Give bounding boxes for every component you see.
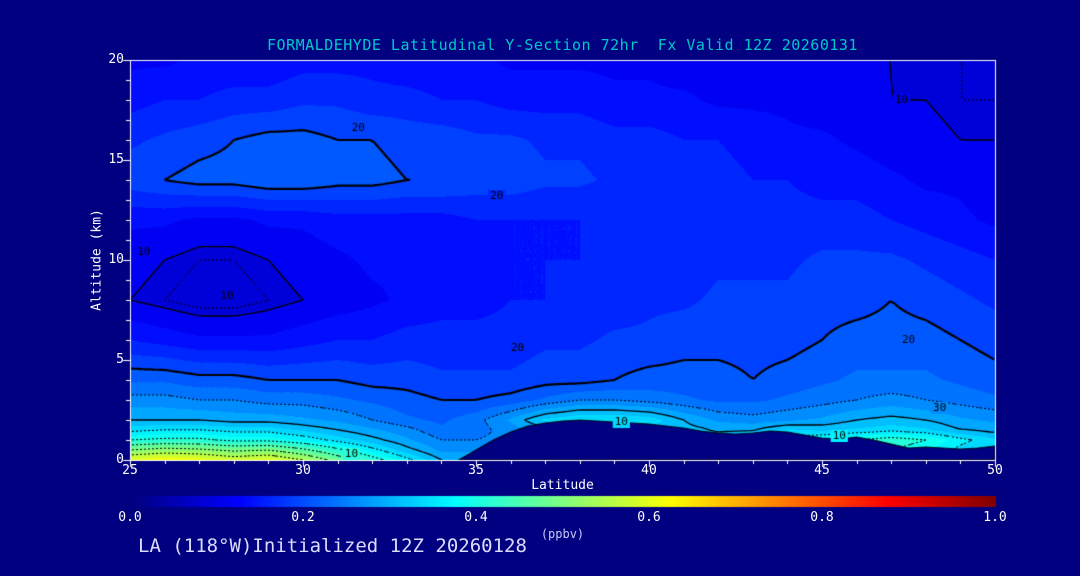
x-tick-label: 35	[468, 463, 484, 478]
x-tick-label: 45	[814, 463, 830, 478]
colorbar-tick-label: 1.0	[983, 510, 1007, 525]
y-tick-label: 0	[116, 452, 124, 467]
x-axis-label: Latitude	[531, 478, 594, 493]
run-info-text: LA (118°W)Initialized 12Z 20260128	[138, 535, 527, 557]
x-tick-label: 40	[641, 463, 657, 478]
colorbar-tick-label: 0.6	[637, 510, 661, 525]
y-tick-label: 15	[108, 152, 124, 167]
x-tick-label: 30	[295, 463, 311, 478]
x-tick-label: 25	[122, 463, 138, 478]
y-tick-label: 10	[108, 252, 124, 267]
x-tick-label: 50	[987, 463, 1003, 478]
y-tick-label: 20	[108, 52, 124, 67]
colorbar-tick-label: 0.0	[118, 510, 142, 525]
colorbar-unit-label: (ppbv)	[540, 527, 585, 541]
colorbar-tick-label: 0.8	[810, 510, 834, 525]
colorbar-tick-label: 0.2	[291, 510, 315, 525]
colorbar-tick-label: 0.4	[464, 510, 488, 525]
y-tick-label: 5	[116, 352, 124, 367]
chart-title: FORMALDEHYDE Latitudinal Y-Section 72hr …	[267, 36, 858, 54]
